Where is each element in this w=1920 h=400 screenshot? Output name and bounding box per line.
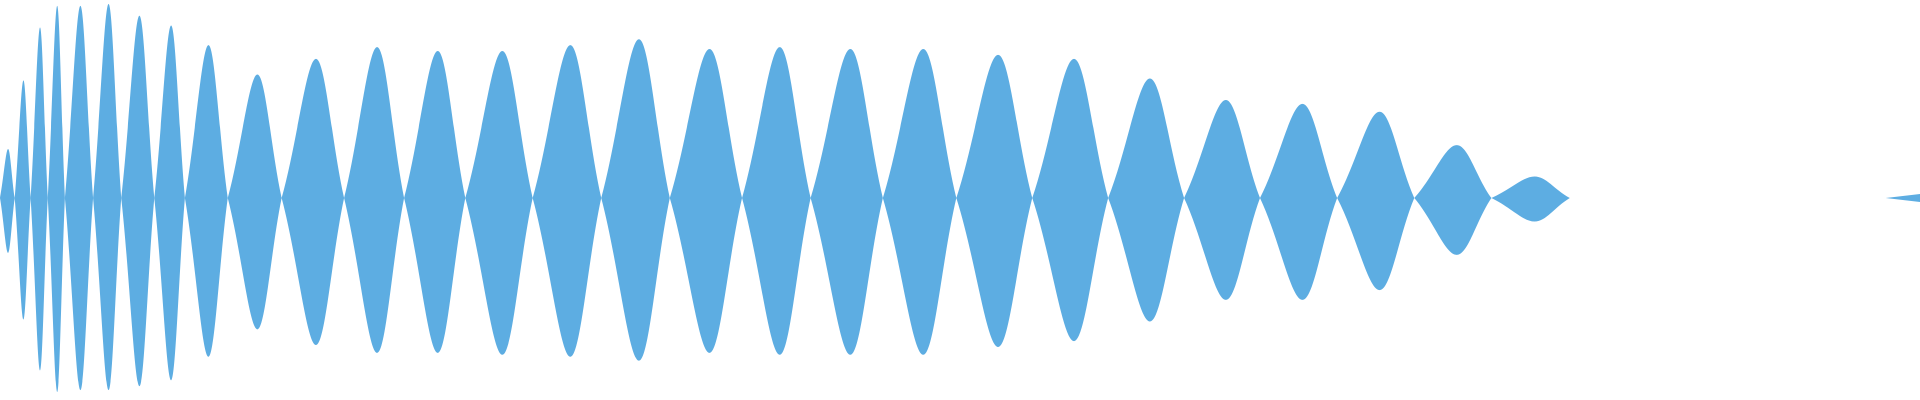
waveform-lobe [1108, 78, 1185, 322]
waveform-lobe [1260, 103, 1338, 300]
waveform-lobe [227, 74, 282, 330]
waveform-lobe [956, 54, 1033, 347]
waveform-lobe [344, 47, 405, 353]
waveform-lobe [154, 25, 185, 381]
waveform-lobe [1032, 58, 1109, 342]
waveform-lobe [669, 49, 743, 353]
waveform-lobe [93, 3, 122, 391]
waveform-lobe [1491, 176, 1570, 222]
waveform-tail [1885, 194, 1920, 202]
waveform-lobe [64, 5, 94, 391]
waveform-lobe [184, 45, 228, 357]
waveform-lobe [0, 149, 15, 253]
waveform-lobe [810, 49, 883, 355]
waveform-lobe [601, 39, 670, 361]
waveform-lobe [742, 47, 811, 355]
waveform-lobe [281, 58, 345, 346]
waveform-lobe [121, 15, 155, 387]
waveform-lobe [1184, 100, 1260, 300]
waveform-lobe [1414, 145, 1492, 255]
waveform-lobe [14, 80, 31, 320]
waveform-lobe [1337, 111, 1415, 291]
waveform-lobe [882, 49, 957, 355]
waveform-lobe [532, 45, 602, 357]
waveform-lobe [30, 27, 48, 371]
waveform-lobe [465, 51, 533, 355]
waveform-lobe [404, 51, 466, 353]
waveform-lobe [47, 5, 65, 393]
